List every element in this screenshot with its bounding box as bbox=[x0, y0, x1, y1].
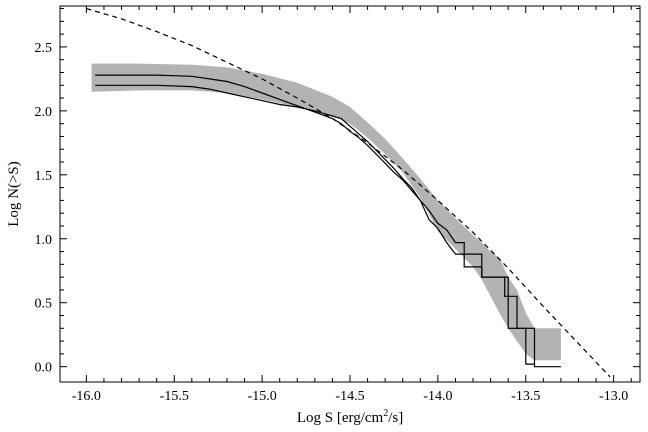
series-layer bbox=[86, 8, 611, 378]
solid-curve-2 bbox=[95, 84, 535, 365]
tick-layer: -16.0 -15.5 -15.0 -14.5 -14.0 -13.5 -13.0 0.0 0.… bbox=[35, 6, 640, 404]
x-tick-label: -16.0 bbox=[72, 389, 101, 404]
x-tick-label: -15.0 bbox=[248, 389, 277, 404]
x-axis-title: Log S [erg/cm2/s] bbox=[297, 408, 403, 426]
y-axis-title: Log N(>S) bbox=[6, 161, 22, 227]
y-tick-label: 1.0 bbox=[35, 233, 53, 248]
shaded-band bbox=[91, 63, 561, 361]
y-tick-label: 2.0 bbox=[35, 105, 53, 120]
y-tick-label: 0.0 bbox=[35, 361, 53, 376]
plot-frame bbox=[59, 5, 641, 383]
x-tick-label: -14.0 bbox=[423, 389, 452, 404]
confidence-band-layer bbox=[91, 63, 561, 361]
solid-curve-1 bbox=[95, 74, 561, 368]
y-tick-label: 2.5 bbox=[35, 41, 53, 56]
x-tick-label: -13.5 bbox=[511, 389, 540, 404]
y-tick-label: 1.5 bbox=[35, 169, 53, 184]
x-tick-label: -13.0 bbox=[599, 389, 628, 404]
dashed-curve bbox=[86, 8, 611, 378]
y-tick-label: 0.5 bbox=[35, 297, 53, 312]
x-tick-label: -15.5 bbox=[160, 389, 189, 404]
x-tick-label: -14.5 bbox=[335, 389, 364, 404]
